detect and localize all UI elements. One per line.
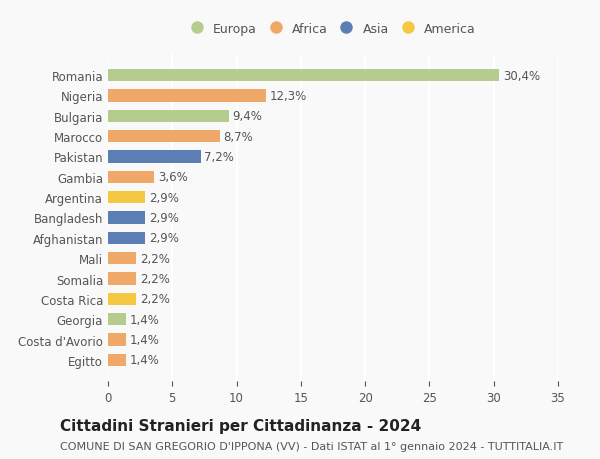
Text: 7,2%: 7,2% [205,151,235,164]
Bar [108,232,145,244]
Text: Cittadini Stranieri per Cittadinanza - 2024: Cittadini Stranieri per Cittadinanza - 2… [60,418,421,433]
Bar [108,90,266,102]
Bar [108,212,145,224]
Text: 2,2%: 2,2% [140,293,170,306]
Bar [108,192,145,204]
Bar [108,354,126,366]
Bar [108,313,126,325]
Bar [108,293,136,305]
Text: 2,9%: 2,9% [149,232,179,245]
Bar [108,70,499,82]
Bar [108,111,229,123]
Text: 2,2%: 2,2% [140,252,170,265]
Text: 8,7%: 8,7% [224,130,253,143]
Text: 12,3%: 12,3% [270,90,307,103]
Text: 9,4%: 9,4% [233,110,263,123]
Text: COMUNE DI SAN GREGORIO D'IPPONA (VV) - Dati ISTAT al 1° gennaio 2024 - TUTTITALI: COMUNE DI SAN GREGORIO D'IPPONA (VV) - D… [60,441,563,451]
Bar [108,273,136,285]
Text: 1,4%: 1,4% [130,333,160,346]
Text: 3,6%: 3,6% [158,171,188,184]
Legend: Europa, Africa, Asia, America: Europa, Africa, Asia, America [187,19,479,39]
Text: 1,4%: 1,4% [130,353,160,367]
Text: 2,2%: 2,2% [140,272,170,285]
Bar [108,334,126,346]
Bar [108,131,220,143]
Bar [108,151,200,163]
Text: 2,9%: 2,9% [149,212,179,224]
Text: 1,4%: 1,4% [130,313,160,326]
Bar [108,171,154,184]
Text: 30,4%: 30,4% [503,69,540,83]
Bar [108,252,136,265]
Text: 2,9%: 2,9% [149,191,179,204]
